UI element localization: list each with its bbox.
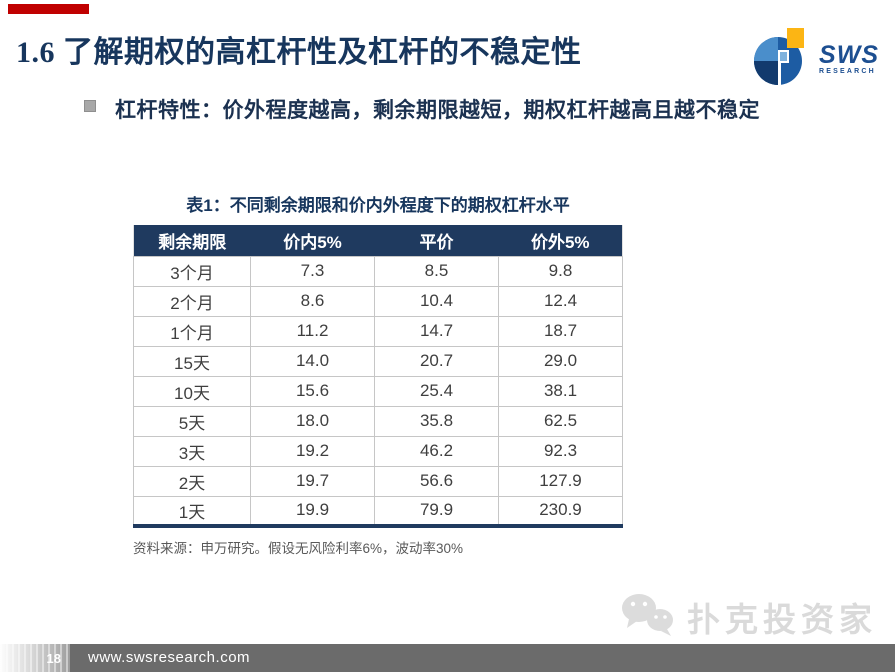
- logo-sub-label: RESEARCH: [819, 68, 876, 75]
- value-cell: 35.8: [374, 405, 499, 437]
- column-header: 价内5%: [250, 225, 375, 256]
- watermark-text: 扑克投资家: [687, 600, 877, 638]
- sws-logo: SWS RESEARCH: [749, 26, 879, 93]
- table-row: 15天 14.0 20.7 29.0: [133, 345, 623, 377]
- value-cell: 20.7: [374, 345, 499, 377]
- page-title: 1.6 了解期权的高杠杆性及杠杆的不稳定性: [16, 36, 582, 69]
- value-cell: 10.4: [374, 285, 499, 317]
- sws-logo-icon: [749, 26, 813, 93]
- value-cell: 25.4: [374, 375, 499, 407]
- footer-url: www.swsresearch.com: [88, 649, 251, 666]
- bullet-text: 杠杆特性：价外程度越高，剩余期限越短，期权杠杆越高且越不稳定: [115, 99, 760, 122]
- sws-logo-text: SWS RESEARCH: [819, 41, 879, 76]
- value-cell: 18.0: [250, 405, 375, 437]
- table-row: 2天 19.7 56.6 127.9: [133, 465, 623, 497]
- leverage-table-body: 3个月 7.3 8.5 9.8 2个月 8.6 10.4 12.4 1个月 11.2 14.7 18.…: [133, 255, 623, 527]
- column-header: 剩余期限: [133, 225, 251, 256]
- value-cell: 38.1: [498, 375, 623, 407]
- table-row: 3天 19.2 46.2 92.3: [133, 435, 623, 467]
- value-cell: 62.5: [498, 405, 623, 437]
- value-cell: 19.9: [250, 495, 375, 527]
- table-row: 2个月 8.6 10.4 12.4: [133, 285, 623, 317]
- value-cell: 127.9: [498, 465, 623, 497]
- column-header: 价外5%: [498, 225, 623, 256]
- leverage-table-head: 剩余期限 价内5% 平价 价外5%: [133, 225, 623, 256]
- value-cell: 8.5: [374, 255, 499, 287]
- source-note: 资料来源：申万研究。假设无风险利率6%，波动率30%: [133, 541, 464, 556]
- value-cell: 14.0: [250, 345, 375, 377]
- bullet-point: 杠杆特性：价外程度越高，剩余期限越短，期权杠杆越高且越不稳定: [84, 94, 760, 124]
- value-cell: 56.6: [374, 465, 499, 497]
- page-number: 18: [46, 650, 61, 666]
- row-label-cell: 10天: [133, 375, 251, 407]
- value-cell: 92.3: [498, 435, 623, 467]
- value-cell: 79.9: [374, 495, 499, 527]
- value-cell: 8.6: [250, 285, 375, 317]
- value-cell: 15.6: [250, 375, 375, 407]
- table-row: 10天 15.6 25.4 38.1: [133, 375, 623, 407]
- value-cell: 29.0: [498, 345, 623, 377]
- table-caption: 表1：不同剩余期限和价内外程度下的期权杠杆水平: [186, 196, 570, 215]
- bullet-square-icon: [84, 100, 96, 112]
- row-label-cell: 3个月: [133, 255, 251, 287]
- row-label-cell: 2个月: [133, 285, 251, 317]
- leverage-table: 剩余期限 价内5% 平价 价外5% 3个月 7.3 8.5 9.8 2个月 8.6 10.4 12.…: [133, 225, 623, 528]
- column-header: 平价: [374, 225, 499, 256]
- page-number-badge: 18: [0, 644, 70, 672]
- value-cell: 14.7: [374, 315, 499, 347]
- value-cell: 9.8: [498, 255, 623, 287]
- value-cell: 11.2: [250, 315, 375, 347]
- value-cell: 19.7: [250, 465, 375, 497]
- value-cell: 12.4: [498, 285, 623, 317]
- value-cell: 46.2: [374, 435, 499, 467]
- value-cell: 18.7: [498, 315, 623, 347]
- wechat-icon: [619, 591, 677, 642]
- logo-brand-label: SWS: [819, 41, 879, 69]
- accent-red-bar: [8, 4, 89, 14]
- value-cell: 7.3: [250, 255, 375, 287]
- table-row: 5天 18.0 35.8 62.5: [133, 405, 623, 437]
- table-row: 1天 19.9 79.9 230.9: [133, 495, 623, 527]
- value-cell: 19.2: [250, 435, 375, 467]
- leverage-table-block: 表1：不同剩余期限和价内外程度下的期权杠杆水平 剩余期限 价内5% 平价 价外5% 3…: [133, 191, 623, 557]
- row-label-cell: 1天: [133, 495, 251, 527]
- header-row: 剩余期限 价内5% 平价 价外5%: [133, 225, 623, 256]
- row-label-cell: 2天: [133, 465, 251, 497]
- row-label-cell: 5天: [133, 405, 251, 437]
- row-label-cell: 15天: [133, 345, 251, 377]
- row-label-cell: 1个月: [133, 315, 251, 347]
- watermark: 扑克投资家: [619, 591, 877, 642]
- footer-bar: www.swsresearch.com: [0, 644, 895, 672]
- row-label-cell: 3天: [133, 435, 251, 467]
- table-row: 3个月 7.3 8.5 9.8: [133, 255, 623, 287]
- value-cell: 230.9: [498, 495, 623, 527]
- table-row: 1个月 11.2 14.7 18.7: [133, 315, 623, 347]
